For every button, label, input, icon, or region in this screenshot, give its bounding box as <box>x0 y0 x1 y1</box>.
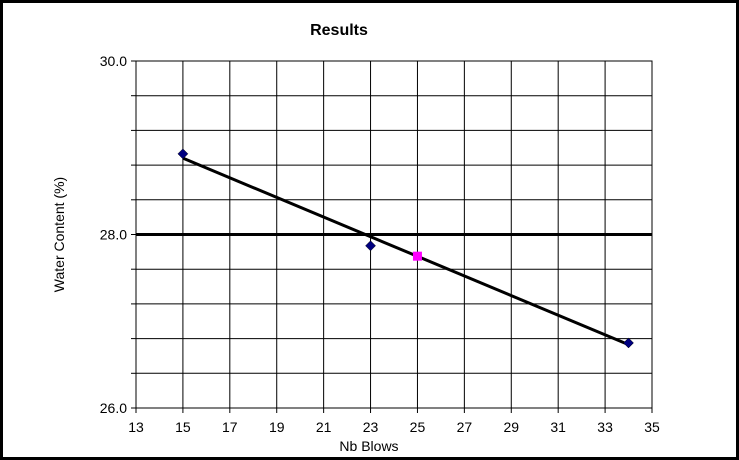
x-tick-label: 35 <box>644 419 660 435</box>
data-point-diamond <box>365 240 376 252</box>
x-tick-label: 13 <box>128 419 144 435</box>
x-tick-label: 31 <box>550 419 566 435</box>
data-point-diamond <box>177 148 189 160</box>
x-tick-label: 29 <box>503 419 519 435</box>
x-tick-label: 25 <box>410 419 426 435</box>
x-tick-label: 21 <box>316 419 332 435</box>
data-point-square <box>412 251 422 261</box>
x-tick-label: 19 <box>269 419 285 435</box>
x-tick-label: 27 <box>457 419 473 435</box>
trendline <box>182 156 630 347</box>
chart-title: Results <box>310 22 368 39</box>
y-tick-label: 28.0 <box>100 227 127 243</box>
y-tick-label: 26.0 <box>100 400 127 416</box>
x-tick-label: 23 <box>363 419 379 435</box>
x-tick-label: 17 <box>222 419 238 435</box>
data-point-diamond <box>623 337 634 349</box>
x-tick-label: 15 <box>175 419 191 435</box>
x-tick-label: 33 <box>597 419 613 435</box>
y-tick-label: 30.0 <box>100 53 127 69</box>
y-axis-label: Water Content (%) <box>51 177 67 292</box>
plot-area: 13 15 17 19 21 23 25 27 29 31 33 35 26.0 28.0 30.0 <box>100 53 660 435</box>
x-axis-label: Nb Blows <box>339 438 398 454</box>
